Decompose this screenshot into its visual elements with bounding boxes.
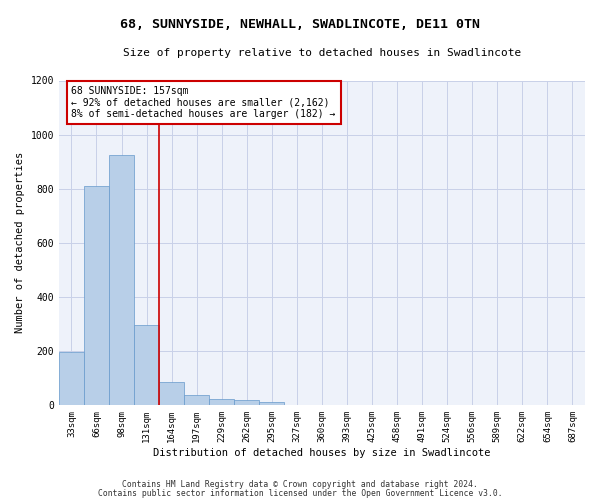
Bar [184,396,209,405]
Text: Contains HM Land Registry data © Crown copyright and database right 2024.: Contains HM Land Registry data © Crown c… [122,480,478,489]
Bar [234,400,259,405]
Text: Contains public sector information licensed under the Open Government Licence v3: Contains public sector information licen… [98,489,502,498]
Bar [59,352,84,405]
Bar [159,382,184,405]
Bar [84,186,109,405]
Bar [109,155,134,405]
Bar [134,325,159,405]
Bar [209,400,234,405]
Title: Size of property relative to detached houses in Swadlincote: Size of property relative to detached ho… [123,48,521,58]
Text: 68, SUNNYSIDE, NEWHALL, SWADLINCOTE, DE11 0TN: 68, SUNNYSIDE, NEWHALL, SWADLINCOTE, DE1… [120,18,480,30]
X-axis label: Distribution of detached houses by size in Swadlincote: Distribution of detached houses by size … [153,448,491,458]
Text: 68 SUNNYSIDE: 157sqm
← 92% of detached houses are smaller (2,162)
8% of semi-det: 68 SUNNYSIDE: 157sqm ← 92% of detached h… [71,86,336,119]
Bar [259,402,284,405]
Y-axis label: Number of detached properties: Number of detached properties [15,152,25,334]
